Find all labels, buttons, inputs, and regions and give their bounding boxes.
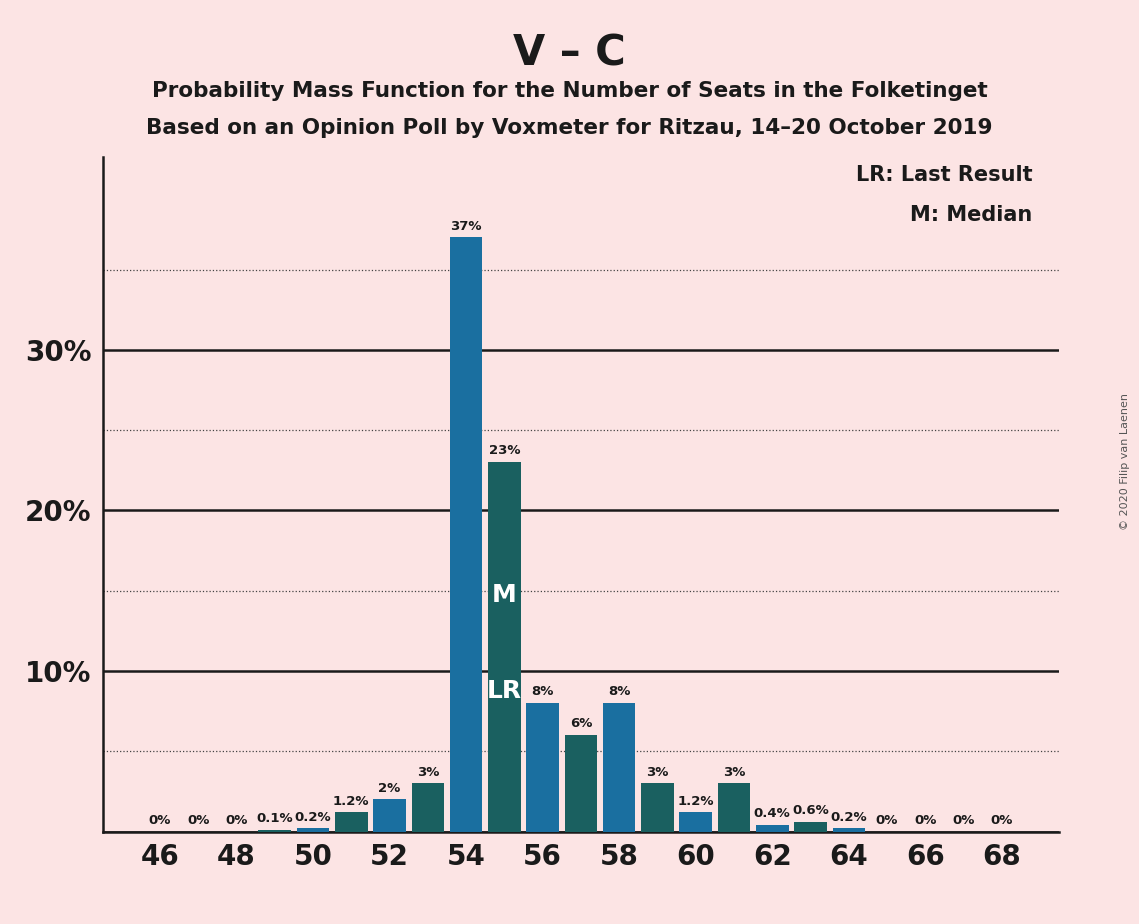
Bar <box>297 829 329 832</box>
Text: 2%: 2% <box>378 782 401 795</box>
Text: LR: Last Result: LR: Last Result <box>855 165 1032 185</box>
Text: 3%: 3% <box>723 766 745 779</box>
Text: 0.2%: 0.2% <box>830 810 867 823</box>
Bar <box>794 822 827 832</box>
Text: 1.2%: 1.2% <box>333 795 369 808</box>
Text: 0%: 0% <box>915 814 936 827</box>
Text: V – C: V – C <box>514 32 625 74</box>
Bar <box>411 784 444 832</box>
Text: 0%: 0% <box>226 814 247 827</box>
Text: 6%: 6% <box>570 717 592 730</box>
Bar <box>335 812 368 832</box>
Bar <box>756 825 788 832</box>
Text: 8%: 8% <box>608 686 630 699</box>
Bar <box>526 703 559 832</box>
Bar <box>603 703 636 832</box>
Text: 3%: 3% <box>417 766 439 779</box>
Bar <box>680 812 712 832</box>
Bar <box>374 799 405 832</box>
Bar <box>833 829 865 832</box>
Text: Based on an Opinion Poll by Voxmeter for Ritzau, 14–20 October 2019: Based on an Opinion Poll by Voxmeter for… <box>146 118 993 139</box>
Text: 1.2%: 1.2% <box>678 795 714 808</box>
Text: 23%: 23% <box>489 444 521 457</box>
Text: 0.2%: 0.2% <box>295 810 331 823</box>
Text: 0.4%: 0.4% <box>754 808 790 821</box>
Text: 0%: 0% <box>876 814 899 827</box>
Bar <box>641 784 673 832</box>
Text: 8%: 8% <box>532 686 554 699</box>
Text: © 2020 Filip van Laenen: © 2020 Filip van Laenen <box>1121 394 1130 530</box>
Text: Probability Mass Function for the Number of Seats in the Folketinget: Probability Mass Function for the Number… <box>151 81 988 102</box>
Text: 0%: 0% <box>991 814 1013 827</box>
Text: M: Median: M: Median <box>910 205 1032 225</box>
Bar <box>259 830 290 832</box>
Bar <box>565 736 597 832</box>
Text: M: M <box>492 583 517 607</box>
Text: 0.1%: 0.1% <box>256 812 293 825</box>
Text: 37%: 37% <box>450 220 482 233</box>
Text: 0%: 0% <box>952 814 975 827</box>
Text: 0.6%: 0.6% <box>792 804 829 817</box>
Bar <box>718 784 751 832</box>
Text: 3%: 3% <box>646 766 669 779</box>
Bar <box>450 237 482 832</box>
Text: LR: LR <box>486 679 522 703</box>
Text: 0%: 0% <box>149 814 171 827</box>
Text: 0%: 0% <box>187 814 210 827</box>
Bar <box>489 462 521 832</box>
